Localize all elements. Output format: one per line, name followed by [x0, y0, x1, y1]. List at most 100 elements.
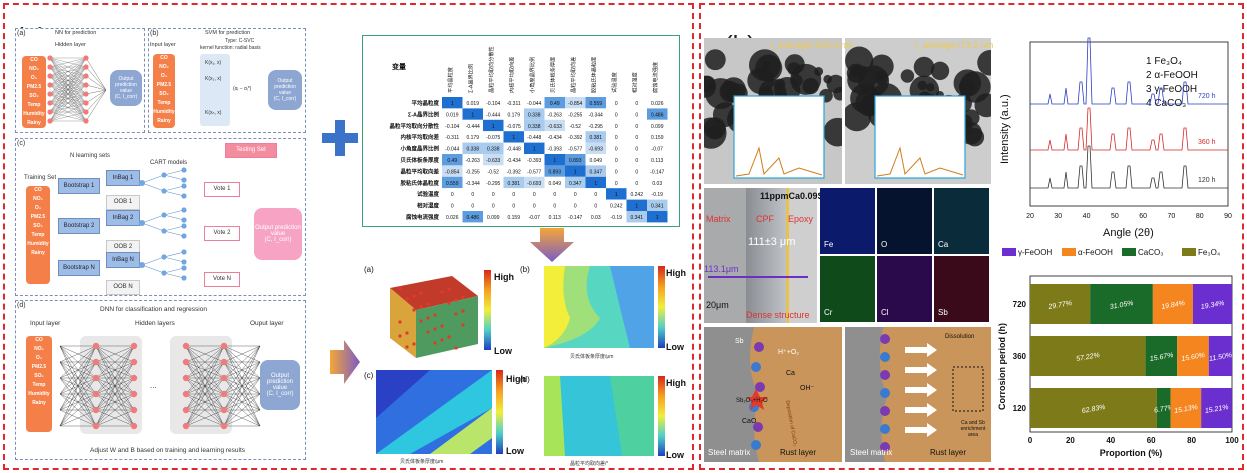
- bar-category-label: 360: [1013, 352, 1027, 361]
- xrd-xtick: 40: [1083, 213, 1091, 220]
- bar-data-label: 62.83%: [1081, 404, 1106, 415]
- corr-value: 0.242: [610, 204, 623, 210]
- map-cube-point: [461, 309, 465, 313]
- tem-radius-2: r_average=72.2 nm: [915, 40, 994, 50]
- corr-value: -0.854: [445, 169, 459, 175]
- corr-cell: [565, 108, 586, 120]
- dnn-node: [220, 374, 228, 382]
- corr-value: -0.854: [568, 101, 582, 107]
- corr-cell: [544, 188, 565, 200]
- bar-segment: [1030, 284, 1091, 324]
- dnn-edge: [95, 361, 135, 427]
- input-variable: SO₂: [29, 93, 39, 99]
- map-cube-point: [433, 313, 437, 317]
- dnn-edge: [59, 345, 97, 411]
- bar-data-label: 11.50%: [1209, 352, 1233, 363]
- mech1-h: H⁺+O₂: [778, 349, 799, 356]
- dnn-node: [182, 342, 190, 350]
- xrd-legend-item: 1 Fe₃O₄: [1146, 56, 1182, 67]
- nn-edge: [85, 57, 106, 91]
- map-low: Low: [506, 446, 525, 456]
- bar-category-label: 120: [1013, 404, 1027, 413]
- corr-cell: [544, 142, 565, 154]
- corr-cell: [483, 188, 504, 200]
- corr-value: 0: [615, 101, 618, 107]
- corr-value: -0.434: [507, 158, 521, 164]
- corr-cell: [626, 154, 647, 166]
- corr-value: -0.393: [548, 147, 562, 153]
- corr-cell: [442, 119, 463, 132]
- input-variable: PM2.5: [31, 364, 47, 370]
- corr-row-header: 贝氏体板条厚度: [400, 156, 439, 164]
- corr-cell: [647, 165, 668, 177]
- svm-kn: K(xₙ, x): [205, 110, 222, 116]
- corr-value: -0.075: [507, 124, 521, 130]
- corr-cell: [544, 154, 565, 166]
- corr-cell: [606, 154, 627, 166]
- corr-cell: [442, 154, 463, 166]
- nn-edge: [85, 84, 106, 91]
- map-a-colorbar: [484, 270, 491, 350]
- corr-value: 0.338: [466, 147, 479, 153]
- corr-value: 0: [451, 204, 454, 210]
- corr-value: 1: [451, 101, 454, 107]
- corr-value: 0.03: [652, 181, 662, 187]
- corr-cell: [626, 97, 647, 109]
- corr-value: -0.311: [507, 101, 521, 107]
- enrichment-area: [952, 366, 984, 412]
- bar-data-label: 15.21%: [1204, 404, 1229, 415]
- bar-legend-label: α-FeOOH: [1078, 248, 1113, 257]
- corr-cell: [503, 142, 524, 154]
- map-b-xlabel: 贝氏体板条厚度/μm: [570, 353, 613, 360]
- corr-cell: [524, 131, 545, 143]
- eds-map: Cl: [877, 256, 932, 322]
- dnn-edge: [95, 345, 135, 411]
- map-cube-top: [390, 276, 478, 310]
- svm-output-label: Output prediction value: [274, 78, 296, 96]
- svm-input-box: CO NO₂ O₃ PM2.5 SO₂ Temp Humidity Rainy: [153, 54, 175, 128]
- dnn-edge: [95, 377, 135, 427]
- cross-scale: 20μm: [706, 300, 729, 310]
- mech-ion: [880, 352, 890, 362]
- corr-cell: [544, 165, 565, 177]
- mech-ion: [880, 370, 890, 380]
- mech-ion: [754, 342, 764, 352]
- corr-value: 0: [635, 124, 638, 130]
- corr-col-header: 平均晶粒度: [446, 67, 454, 93]
- input-variable: PM2.5: [30, 214, 46, 220]
- dnn-adjust-note: Adjust W and B based on training and lea…: [90, 447, 246, 454]
- input-variable: Rainy: [157, 118, 171, 124]
- input-variable: O₃: [34, 205, 42, 211]
- eds-spectrum-inset: [733, 95, 825, 179]
- tree-node: [181, 259, 187, 265]
- corr-cell: [544, 97, 565, 109]
- nn-input-box: CO NO₂ O₃ PM2.5 SO₂ Temp Humidity Rainy: [22, 56, 46, 128]
- corr-cell: [647, 211, 668, 223]
- corr-value: 0: [635, 135, 638, 141]
- dnn-edge: [185, 345, 225, 395]
- corr-cell: [544, 199, 565, 211]
- bar-xtick: 20: [1066, 436, 1075, 445]
- map-cube-left: [390, 288, 416, 358]
- corr-value: 0: [635, 158, 638, 164]
- map-d-band: [610, 376, 654, 456]
- cross-section-image: [704, 188, 817, 323]
- corr-value: 1: [512, 135, 515, 141]
- corr-cell: [647, 97, 668, 109]
- nn-output-label: Output prediction value: [115, 76, 137, 94]
- corr-cell: [647, 188, 668, 200]
- corr-value: 0.113: [549, 215, 561, 221]
- xrd-trace-label: 120 h: [1198, 177, 1216, 184]
- map-b-band: [544, 266, 570, 348]
- corr-cell: [626, 119, 647, 132]
- rf-output-label: Output prediction value: [255, 225, 301, 237]
- corr-value: 0.338: [528, 124, 541, 130]
- correlation-table: 变量 平均晶粒度 Σ-A晶界比例 晶粒平均取向分散性 内核平均取向差 小角度晶界比例 贝氏体…: [389, 46, 668, 223]
- map-cube-point: [398, 286, 402, 290]
- corr-value: 0: [635, 147, 638, 153]
- corr-value: -0.633: [548, 124, 562, 130]
- corr-value: -0.295: [589, 124, 603, 130]
- corr-cell: [585, 97, 606, 109]
- corr-cell: [483, 142, 504, 154]
- map-cube-point: [454, 298, 458, 302]
